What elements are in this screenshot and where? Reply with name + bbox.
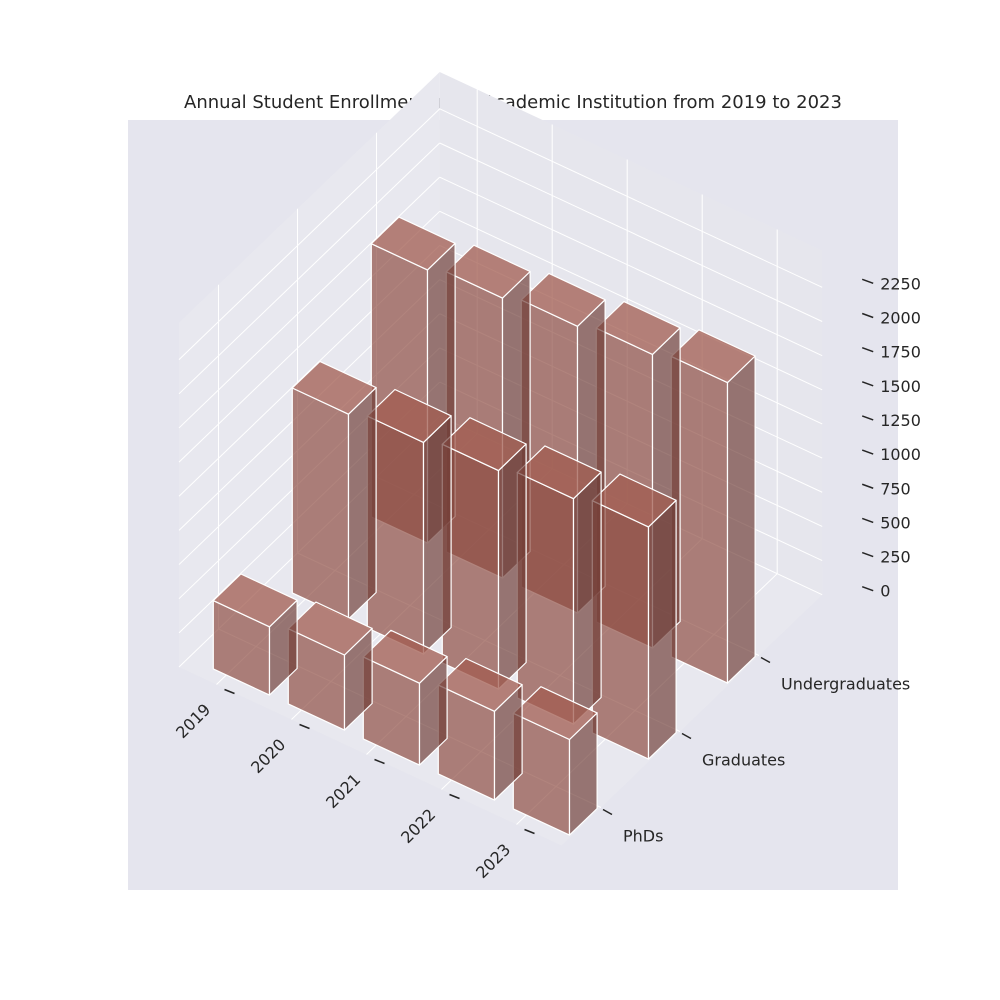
z-tick-mark <box>861 449 874 455</box>
bar-face-top <box>287 601 373 656</box>
chart-title: Annual Student Enrollment in an Academic… <box>184 92 842 113</box>
bar-face-top <box>520 272 606 327</box>
bar <box>212 573 298 696</box>
z-tick-label: 2000 <box>880 309 921 328</box>
z-tick-mark <box>861 415 874 421</box>
grid-line <box>178 108 441 361</box>
bar-face-top <box>516 445 602 500</box>
bar <box>441 417 527 690</box>
y-tick-label: PhDs <box>623 827 663 846</box>
z-tick-label: 750 <box>880 479 911 498</box>
x-tick-mark <box>524 828 535 835</box>
bar-face-top <box>595 301 681 355</box>
bar <box>362 629 448 766</box>
bar <box>366 388 452 655</box>
z-tick-label: 1250 <box>880 411 921 430</box>
z-tick-mark <box>861 585 874 592</box>
bar-face-top <box>362 629 448 684</box>
grid-line <box>178 142 441 395</box>
x-tick-mark <box>224 688 235 695</box>
grid-line <box>439 176 823 357</box>
z-tick-label: 2250 <box>880 274 921 293</box>
z-tick-mark <box>861 346 874 353</box>
bar-face-top <box>291 360 377 415</box>
z-tick-label: 0 <box>880 582 890 601</box>
z-tick-label: 1000 <box>880 445 921 464</box>
grid-line <box>439 108 823 288</box>
bar-face-side <box>647 499 677 760</box>
x-tick-mark <box>449 793 460 800</box>
bar-face-top <box>366 388 452 443</box>
x-tick-mark <box>299 723 310 730</box>
y-tick-mark <box>760 656 771 664</box>
bar-face-top <box>512 686 598 741</box>
bar-face-top <box>437 657 523 712</box>
bar <box>512 686 598 836</box>
bar <box>437 657 523 801</box>
bar-face-front <box>291 387 350 620</box>
z-tick-mark <box>861 483 874 489</box>
grid-line <box>439 210 823 391</box>
z-tick-mark <box>861 517 874 524</box>
z-tick-mark <box>861 278 874 285</box>
bar-face-top <box>670 329 756 384</box>
z-tick-label: 250 <box>880 548 911 567</box>
bar-face-top <box>441 417 527 472</box>
bar <box>516 445 602 725</box>
bar-face-side <box>422 415 452 655</box>
z-tick-label: 500 <box>880 513 911 532</box>
bar-face-top <box>212 573 298 628</box>
bar <box>291 360 377 620</box>
z-tick-mark <box>861 312 874 319</box>
y-tick-label: Graduates <box>702 751 785 770</box>
y-tick-mark <box>681 732 692 740</box>
bar-face-side <box>572 471 602 725</box>
z-tick-label: 1750 <box>880 343 921 362</box>
bar <box>591 473 677 760</box>
bars <box>212 216 756 836</box>
bar-face-top <box>591 473 677 528</box>
bar-face-top <box>370 216 456 271</box>
y-tick-mark <box>602 808 613 816</box>
bar <box>670 329 756 684</box>
bar-face-side <box>497 443 527 690</box>
y-tick-label: Undergraduates <box>781 675 910 694</box>
grid-line <box>439 142 823 322</box>
z-tick-label: 1500 <box>880 377 921 396</box>
bar-face-top <box>445 244 531 299</box>
pane-left <box>179 72 440 667</box>
bar-face-side <box>726 355 756 684</box>
x-tick-mark <box>374 758 385 765</box>
z-tick-mark <box>861 381 874 387</box>
z-tick-mark <box>861 551 874 558</box>
bar-face-side <box>347 387 377 620</box>
